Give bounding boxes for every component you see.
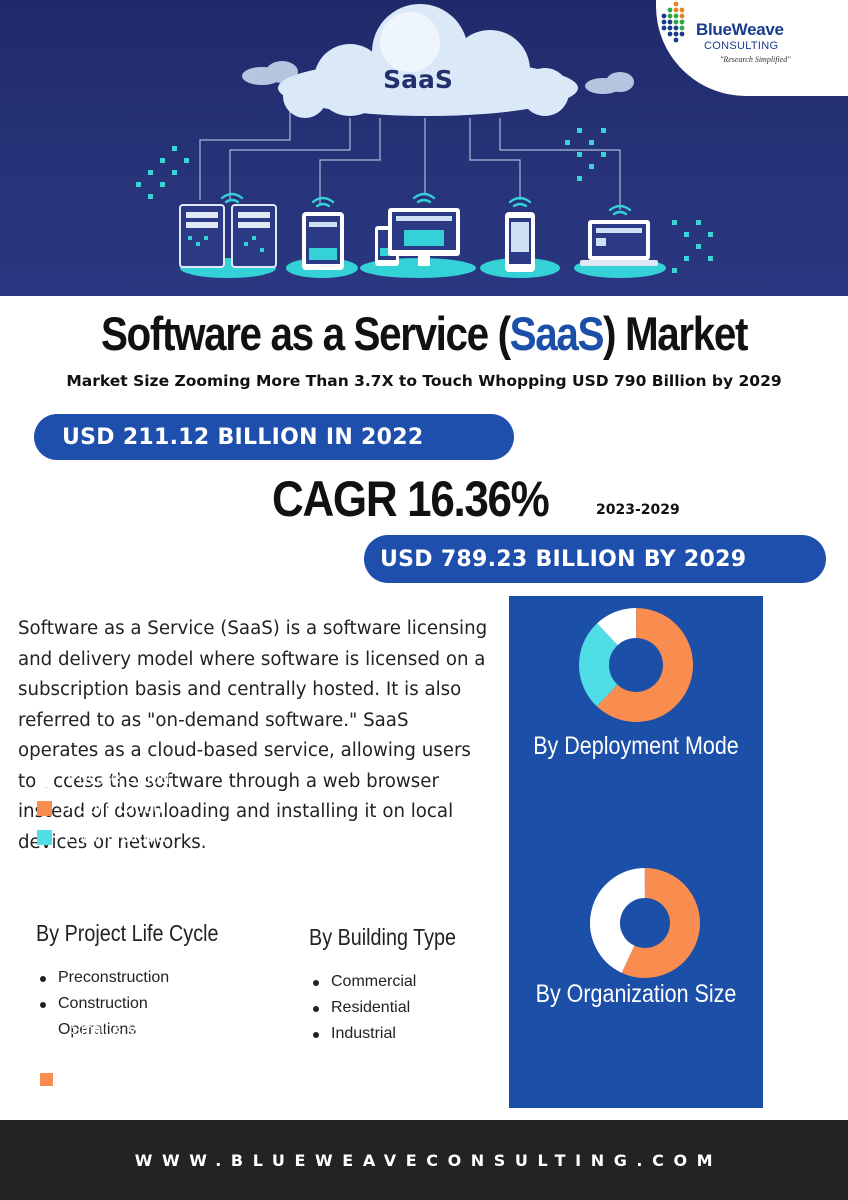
cagr-period: 2023-2029 <box>596 502 680 518</box>
segment-list: Commercial Residential Industrial <box>309 973 480 1044</box>
data-dots-right <box>565 128 713 273</box>
legend-item-large-enterprises: Large Enterprises <box>40 1068 235 1092</box>
legend-item-private-cloud: Private Cloud <box>37 768 181 797</box>
legend-label-line: Small & Medium-sized <box>71 1021 219 1039</box>
page-title: Software as a Service (SaaS) Market <box>59 306 788 361</box>
legend-swatch <box>37 801 52 816</box>
donut-slice-private-cloud <box>597 608 638 646</box>
market-size-2029-badge: USD 789.23 BILLION BY 2029 <box>364 535 826 583</box>
laptop-icon <box>580 220 658 266</box>
legend-swatch <box>37 772 52 787</box>
cloud-icon <box>278 4 578 118</box>
segment-title: By Project Life Cycle <box>36 920 219 946</box>
organization-size-legend: Small & Medium-sized Enterprises Large E… <box>40 1018 235 1092</box>
saas-description: Software as a Service (SaaS) is a softwa… <box>18 618 488 853</box>
cagr-value: CAGR 16.36% <box>272 471 550 527</box>
cloud-label: SaaS <box>383 65 453 94</box>
wifi-icon <box>220 192 632 216</box>
cloud-network-illustration: SaaS <box>136 4 713 278</box>
legend-label: Hybrid Cloud <box>67 826 166 847</box>
list-item: Industrial <box>309 1025 480 1044</box>
list-item: Commercial <box>309 973 480 992</box>
legend-label: Large Enterprises <box>71 1071 189 1089</box>
smartphone-icon <box>505 212 535 272</box>
list-item: Preconstruction <box>36 969 248 988</box>
legend-item-hybrid-cloud: Hybrid Cloud <box>37 826 181 855</box>
segment-building-type: By Building Type Commercial Residential … <box>309 924 480 1051</box>
donut-slice-large-enterprises <box>621 868 700 978</box>
monitor-icon <box>388 208 460 266</box>
legend-item-sme: Small & Medium-sized Enterprises <box>40 1018 235 1066</box>
legend-swatch <box>40 1023 53 1036</box>
logo-tagline: "Research Simplified" <box>720 55 791 64</box>
header-banner: SaaS <box>0 0 848 296</box>
footer: WWW.BLUEWEAVECONSULTING.COM <box>0 1120 848 1200</box>
segment-title: By Building Type <box>309 924 456 950</box>
deployment-mode-donut <box>579 608 693 722</box>
donut-slice-small-medium-sized-enterprises <box>590 868 646 973</box>
tablet-icon <box>302 212 344 270</box>
logo-subtitle: CONSULTING <box>704 40 779 52</box>
title-prefix: Software as a Service ( <box>100 307 511 360</box>
list-item: Residential <box>309 999 480 1018</box>
legend-label-line: Enterprises <box>71 1045 147 1063</box>
legend-swatch <box>37 830 52 845</box>
organization-size-donut <box>590 868 700 978</box>
legend-label: Small & Medium-sized Enterprises <box>71 1018 219 1066</box>
logo-dots-icon <box>661 1 685 43</box>
donut-slice-hybrid-cloud <box>579 623 619 707</box>
legend-item-public-cloud: Public Cloud <box>37 797 181 826</box>
legend-label: Public Cloud <box>67 797 164 818</box>
network-lines <box>199 110 621 210</box>
donut-slice-public-cloud <box>596 608 693 722</box>
title-suffix: ) Market <box>603 307 748 360</box>
organization-size-title: By Organization Size <box>535 980 737 1008</box>
segment-project-life-cycle: By Project Life Cycle Preconstruction Co… <box>36 920 248 1047</box>
server-icon <box>179 204 277 268</box>
website-link[interactable]: WWW.BLUEWEAVECONSULTING.COM <box>134 1150 723 1170</box>
list-item: Construction <box>36 995 248 1014</box>
market-size-2022-label: USD 211.12 BILLION IN 2022 <box>62 424 424 450</box>
deployment-mode-title: By Deployment Mode <box>533 732 739 760</box>
market-size-2022-badge: USD 211.12 BILLION IN 2022 <box>34 414 514 460</box>
title-accent: SaaS <box>509 307 605 360</box>
segment-list: Preconstruction Construction Operations <box>36 969 248 1040</box>
legend-label: Private Cloud <box>67 768 170 789</box>
segmentation-panel: By Deployment Mode By Organization Size <box>509 596 763 1108</box>
logo-name: BlueWeave <box>696 20 784 39</box>
deployment-mode-legend: Private Cloud Public Cloud Hybrid Cloud <box>37 768 181 855</box>
market-size-2029-label: USD 789.23 BILLION BY 2029 <box>380 546 747 572</box>
data-dots-left <box>136 146 189 199</box>
page-subtitle: Market Size Zooming More Than 3.7X to To… <box>66 372 782 390</box>
legend-swatch <box>40 1073 53 1086</box>
